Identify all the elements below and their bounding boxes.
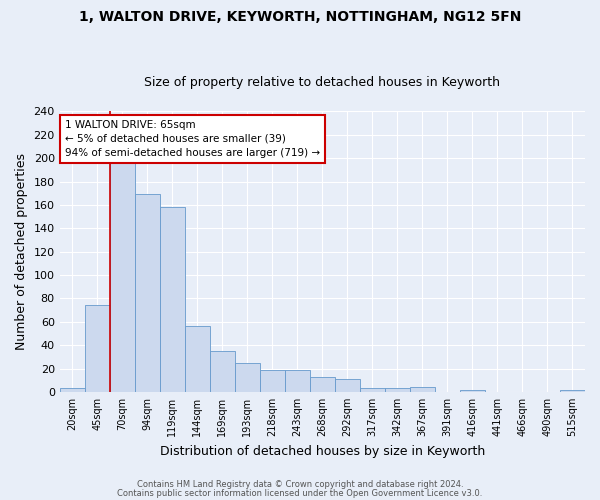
- Bar: [85, 306, 110, 392]
- Text: 1 WALTON DRIVE: 65sqm
← 5% of detached houses are smaller (39)
94% of semi-detac: 1 WALTON DRIVE: 65sqm ← 5% of detached h…: [65, 120, 320, 158]
- Bar: [410, 388, 435, 392]
- Bar: [110, 160, 135, 392]
- Bar: [385, 388, 410, 392]
- Bar: [460, 390, 485, 392]
- Text: Contains HM Land Registry data © Crown copyright and database right 2024.: Contains HM Land Registry data © Crown c…: [137, 480, 463, 489]
- Bar: [285, 370, 310, 392]
- Bar: [260, 370, 285, 392]
- Bar: [360, 388, 385, 392]
- Bar: [160, 208, 185, 392]
- Title: Size of property relative to detached houses in Keyworth: Size of property relative to detached ho…: [145, 76, 500, 90]
- X-axis label: Distribution of detached houses by size in Keyworth: Distribution of detached houses by size …: [160, 444, 485, 458]
- Bar: [185, 326, 210, 392]
- Bar: [560, 390, 585, 392]
- Bar: [210, 351, 235, 392]
- Y-axis label: Number of detached properties: Number of detached properties: [15, 153, 28, 350]
- Bar: [310, 376, 335, 392]
- Bar: [235, 362, 260, 392]
- Bar: [335, 379, 360, 392]
- Text: 1, WALTON DRIVE, KEYWORTH, NOTTINGHAM, NG12 5FN: 1, WALTON DRIVE, KEYWORTH, NOTTINGHAM, N…: [79, 10, 521, 24]
- Bar: [59, 388, 85, 392]
- Text: Contains public sector information licensed under the Open Government Licence v3: Contains public sector information licen…: [118, 489, 482, 498]
- Bar: [135, 194, 160, 392]
